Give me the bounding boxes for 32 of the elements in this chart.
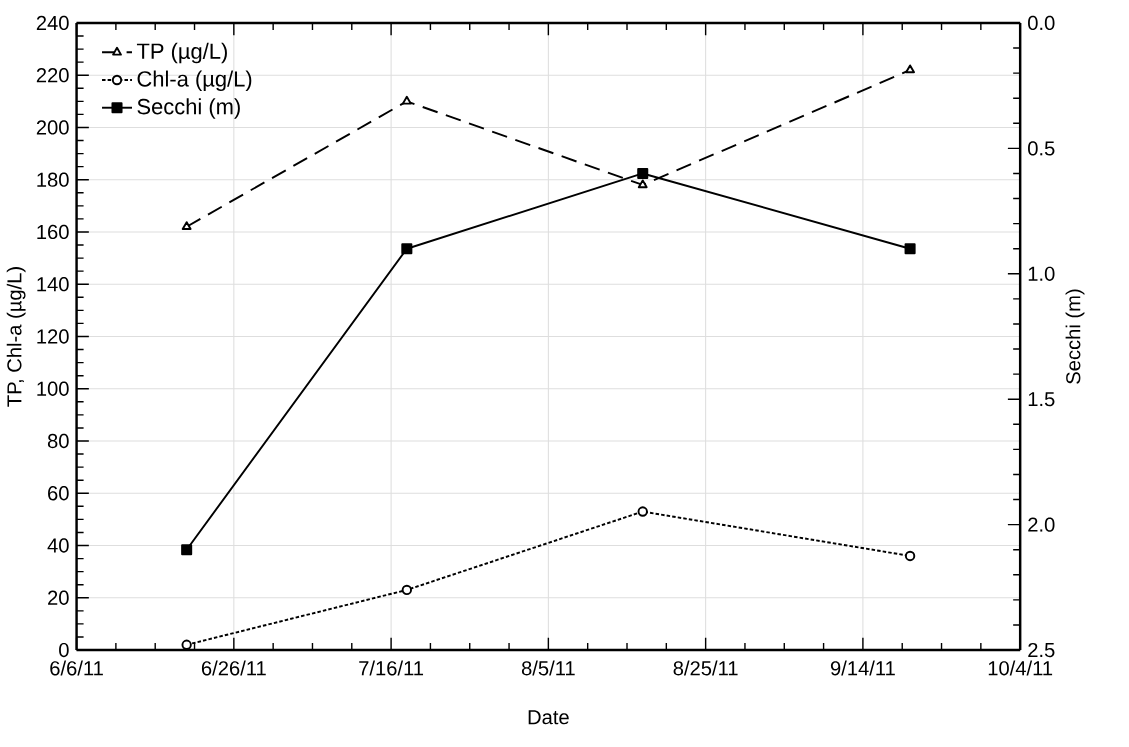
y-tick-label: 60	[48, 486, 69, 501]
y2-tick-label: 1.0	[1028, 266, 1055, 281]
y-tick-label: 0	[59, 642, 69, 658]
legend-label: Secchi (m)	[137, 98, 240, 119]
y2-tick-label: 2.5	[1028, 642, 1055, 658]
y-tick-label: 240	[36, 15, 69, 31]
y-tick-label: 100	[37, 381, 69, 396]
y2-tick-label: 1.5	[1028, 392, 1055, 407]
y2-tick-label: 2.0	[1028, 517, 1055, 532]
x-tick-label: 8/25/11	[673, 660, 738, 676]
y-tick-label: 20	[48, 590, 69, 605]
y-tick-label: 160	[37, 224, 69, 240]
x-tick-label: 6/6/11	[50, 660, 103, 676]
y-tick-label: 180	[37, 172, 69, 187]
x-tick-label: 8/5/11	[521, 660, 575, 676]
y-tick-label: 80	[47, 433, 69, 449]
y2-tick-label: 0.5	[1028, 141, 1055, 156]
x-tick-label: 6/26/11	[201, 660, 266, 676]
legend-label: TP (µg/L)	[136, 42, 227, 64]
x-tick-label: 9/14/11	[830, 660, 895, 676]
x-tick-label: 7/16/11	[359, 660, 424, 676]
y-tick-label: 120	[37, 329, 69, 344]
y2-axis-title: Secchi (m)	[1065, 289, 1085, 384]
legend-label: Chl-a (µg/L)	[137, 70, 252, 92]
y-tick-label: 140	[37, 277, 69, 292]
y-axis-title: TP, Chl-a (µg/L)	[6, 267, 26, 407]
x-tick-label: 10/4/11	[988, 660, 1053, 676]
x-axis-title: Date	[528, 710, 569, 725]
y-tick-label: 220	[36, 68, 69, 83]
y-tick-label: 200	[36, 120, 69, 135]
y-tick-label: 40	[47, 538, 69, 553]
y2-tick-label: 0.0	[1028, 15, 1055, 31]
